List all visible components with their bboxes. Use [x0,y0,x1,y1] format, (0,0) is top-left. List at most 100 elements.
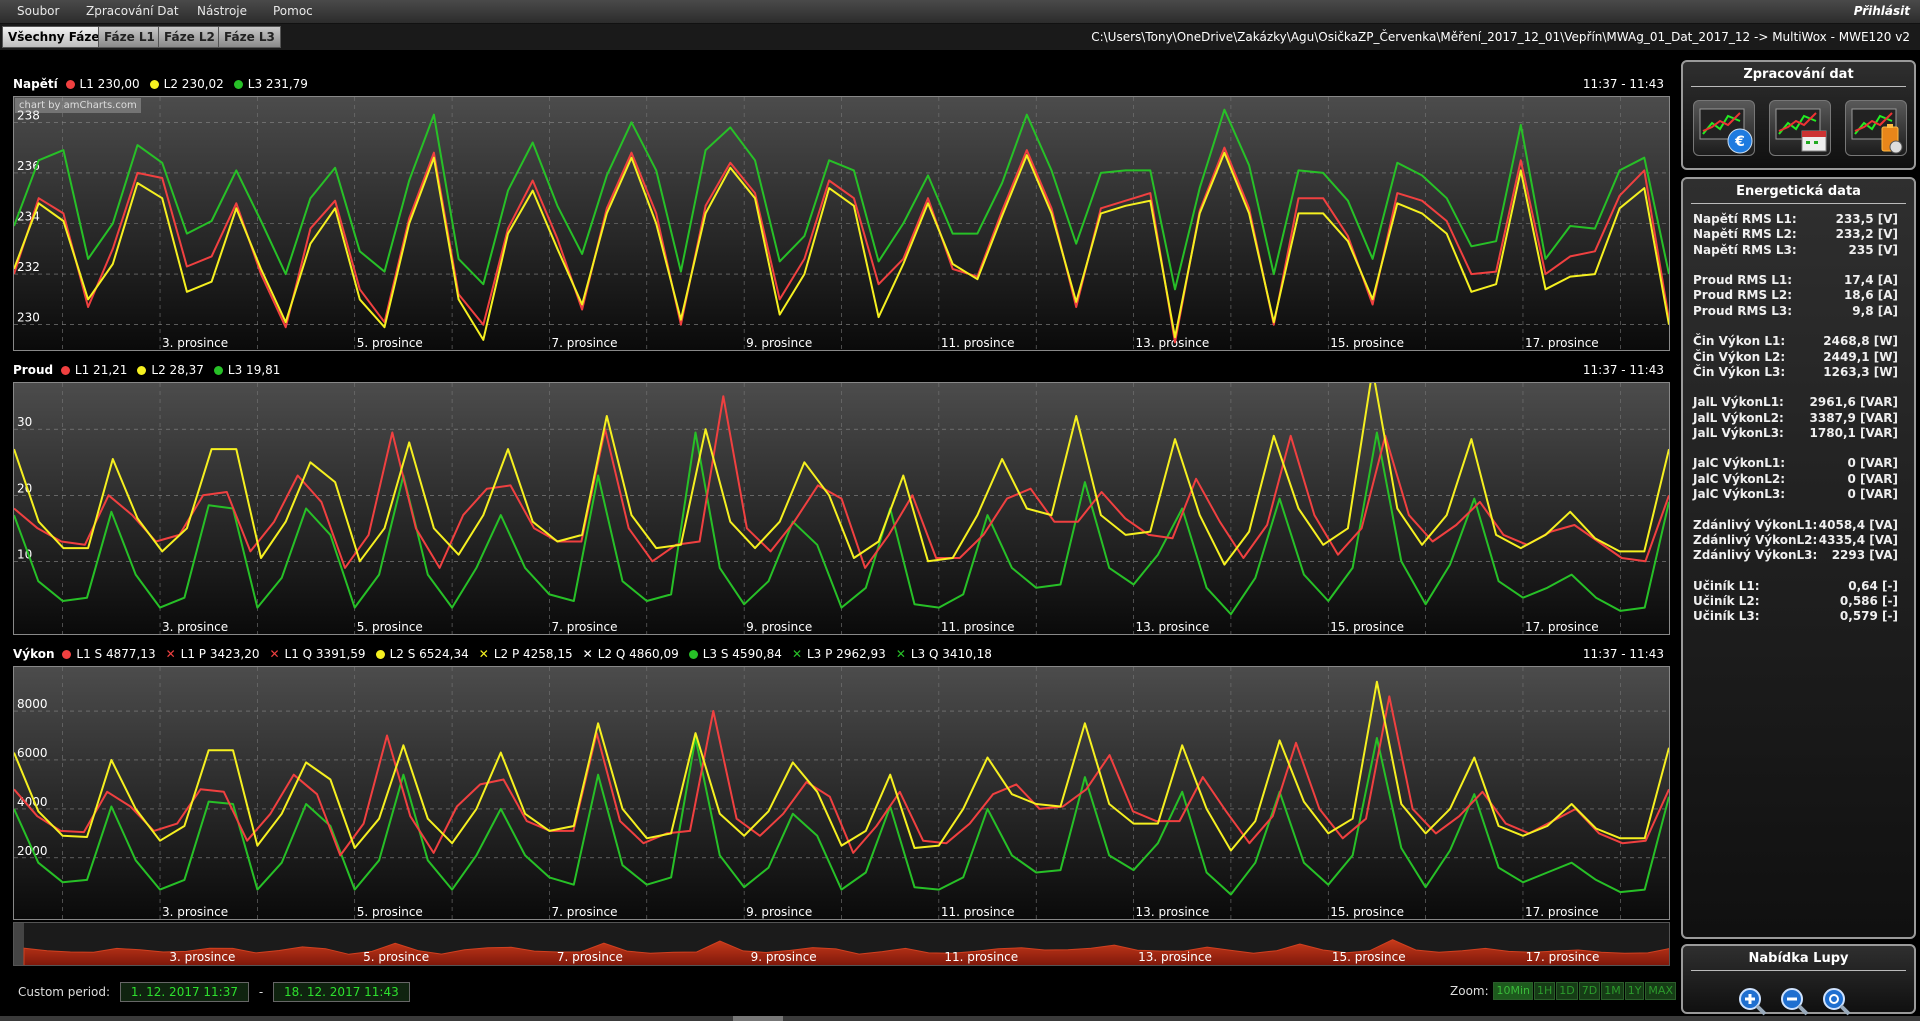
voltage-chart[interactable]: chart by amCharts.com 230 232 234 236 238 3. … [13,96,1670,351]
energy-value: 4058,4 [VA] [1818,517,1898,532]
current-chart-title: Proud [13,363,54,377]
series-line-l1 [14,395,1669,569]
voltage-legend-item[interactable]: L2 230,02 [149,77,224,91]
zoom-1m-button[interactable]: 1M [1601,982,1624,1000]
menu-nastroje[interactable]: Nástroje [197,4,248,18]
menu-zpracovani-dat[interactable]: Zpracování Dat [86,4,179,18]
scroller-x-label: 7. prosince [557,950,623,964]
zoom-1y-button[interactable]: 1Y [1624,982,1645,1000]
zoom-10min-button[interactable]: 10Min [1493,982,1533,1000]
energy-row: JalC VýkonL2: 0 [VAR] [1693,472,1898,487]
energy-value: 233,2 [V] [1835,227,1898,242]
energy-label: JalC VýkonL1: [1693,456,1786,471]
zoom-out-icon[interactable] [1779,986,1809,1016]
power-legend-item[interactable]: ✕ L3 P 2962,93 [792,647,886,661]
energy-row: JalC VýkonL3: 0 [VAR] [1693,487,1898,502]
power-legend-item[interactable]: L3 S 4590,84 [688,647,782,661]
energy-value: 1780,1 [VAR] [1809,425,1898,440]
scroller-x-label: 3. prosince [169,950,235,964]
voltage-chart-title: Napětí [13,77,58,91]
current-legend-item[interactable]: L3 19,81 [213,363,280,377]
resize-handle[interactable] [733,1016,783,1021]
scroll-handle-left[interactable] [14,923,24,966]
period-from-input[interactable]: 1. 12. 2017 11:37 [119,982,249,1002]
legend-text: L2 28,37 [151,363,204,377]
euro-chart-icon[interactable]: € [1693,100,1755,156]
calendar-chart-icon[interactable] [1769,100,1831,156]
legend-text: L1 S 4877,13 [76,647,156,661]
current-legend-item[interactable]: L2 28,37 [137,363,204,377]
zoom-1d-button[interactable]: 1D [1556,982,1578,1000]
tab-phase-l3[interactable]: Fáze L3 [218,26,281,48]
custom-period: Custom period: 1. 12. 2017 11:37 - 18. 1… [18,982,410,1002]
legend-cross-icon: ✕ [165,647,176,661]
period-to-input[interactable]: 18. 12. 2017 11:43 [273,982,410,1002]
x-tick-label: 7. prosince [551,620,617,634]
power-legend-item[interactable]: ✕ L1 Q 3391,59 [269,647,365,661]
legend-text: L3 Q 3410,18 [910,647,992,661]
energy-label: Učiník L2: [1693,593,1760,608]
tab-phase-l1[interactable]: Fáze L1 [98,26,161,48]
x-tick-label: 5. prosince [357,620,423,634]
power-legend-item[interactable]: ✕ L2 P 4258,15 [479,647,573,661]
tab-all-phases[interactable]: Všechny Fáze [2,26,106,48]
series-line-l1 [14,695,1669,857]
x-tick-label: 13. prosince [1136,620,1210,634]
energy-row: Zdánlivý VýkonL2: 4335,4 [VA] [1693,533,1898,548]
voltage-time-range: 11:37 - 11:43 [1582,77,1664,91]
x-tick-label: 3. prosince [162,336,228,350]
scroller-x-label: 9. prosince [751,950,817,964]
legend-cross-icon: ✕ [269,647,280,661]
login-link[interactable]: Přihlásit [1853,4,1910,18]
x-tick-label: 11. prosince [941,620,1015,634]
energy-label: Proud RMS L1: [1693,273,1793,288]
y-tick-label: 30 [17,415,32,429]
voltage-legend-item[interactable]: L1 230,00 [65,77,140,91]
energy-row: Čin Výkon L2: 2449,1 [W] [1693,350,1898,365]
legend-text: L3 P 2962,93 [807,647,886,661]
scroller-x-label: 5. prosince [363,950,429,964]
zoom-in-icon[interactable] [1737,986,1767,1016]
zoom-reset-icon[interactable] [1821,986,1851,1016]
energy-row: Proud RMS L1: 17,4 [A] [1693,273,1898,288]
legend-dot-icon [375,650,385,659]
energy-value: 0,64 [-] [1848,578,1898,593]
energy-label: Učiník L3: [1693,609,1760,624]
power-legend-item[interactable]: L2 S 6524,34 [375,647,469,661]
zoom-1h-button[interactable]: 1H [1533,982,1556,1000]
menu-pomoc[interactable]: Pomoc [273,4,313,18]
legend-cross-icon: ✕ [895,647,906,661]
energy-label: Proud RMS L3: [1693,303,1793,318]
energy-row: Učiník L2: 0,586 [-] [1693,594,1898,609]
time-scrollbar[interactable]: 3. prosince 5. prosince 7. prosince 9. pros… [13,922,1670,966]
tab-phase-l2[interactable]: Fáze L2 [158,26,221,48]
energy-value: 2468,8 [W] [1823,334,1898,349]
zoom-max-button[interactable]: MAX [1645,982,1676,1000]
x-tick-label: 17. prosince [1525,905,1599,919]
zoom-panel-title: Nabídka Lupy [1691,951,1906,971]
energy-label: Napětí RMS L1: [1693,212,1797,226]
power-legend-item[interactable]: ✕ L2 Q 4860,09 [583,647,679,661]
legend-dot-icon [233,80,243,89]
power-legend-item[interactable]: L1 S 4877,13 [62,647,156,661]
power-legend-item[interactable]: ✕ L1 P 3423,20 [166,647,260,661]
zoom-7d-button[interactable]: 7D [1578,982,1601,1000]
x-tick-label: 9. prosince [746,336,812,350]
menu-soubor[interactable]: Soubor [17,4,60,18]
power-legend-item[interactable]: ✕ L3 Q 3410,18 [896,647,992,661]
power-chart[interactable]: 2000 4000 6000 8000 3. prosince 5. prosince 7.… [13,666,1670,920]
voltage-legend-item[interactable]: L3 231,79 [233,77,308,91]
battery-chart-icon[interactable] [1845,100,1907,156]
energy-label: Čin Výkon L1: [1693,334,1786,349]
energy-row: Učiník L3: 0,579 [-] [1693,609,1898,624]
energy-row: JalL VýkonL1: 2961,6 [VAR] [1693,395,1898,410]
energy-row: Čin Výkon L3: 1263,3 [W] [1693,365,1898,380]
energy-row: JalL VýkonL3: 1780,1 [VAR] [1693,426,1898,441]
amcharts-credit-link[interactable]: chart by amCharts.com [15,98,141,113]
legend-text: L3 S 4590,84 [702,647,782,661]
current-chart[interactable]: 10 20 30 3. prosince 5. prosince 7. prosince 9… [13,382,1670,635]
y-tick-label: 238 [17,108,40,122]
energy-value: 2293 [VA] [1831,548,1898,563]
current-legend-item[interactable]: L1 21,21 [60,363,127,377]
